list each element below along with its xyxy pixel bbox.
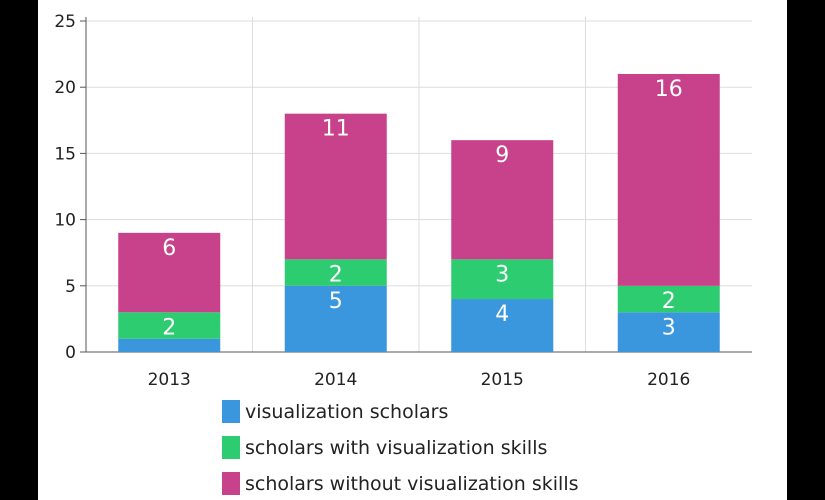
bar-segment (118, 338, 221, 352)
data-label: 2 (329, 262, 343, 287)
x-tick-label: 2014 (314, 370, 357, 390)
bar-segment (617, 312, 720, 352)
data-label: 11 (322, 117, 350, 142)
y-tick-label: 20 (54, 78, 76, 98)
data-label: 2 (162, 315, 176, 340)
legend: visualization scholars scholars with visu… (222, 400, 579, 495)
data-label: 2 (662, 289, 676, 314)
data-label: 3 (662, 315, 676, 340)
bar-segment (451, 299, 554, 352)
x-tick-label: 2016 (647, 370, 690, 390)
bars (118, 73, 720, 352)
y-tick-label: 5 (65, 277, 76, 297)
legend-label: visualization scholars (245, 401, 448, 423)
bar-segment (284, 259, 387, 286)
data-label: 5 (329, 289, 343, 314)
y-tick-label: 15 (54, 144, 76, 164)
legend-label: scholars with visualization skills (245, 437, 547, 459)
data-label: 16 (655, 77, 683, 102)
x-tick-label: 2013 (148, 370, 191, 390)
bar-segment (118, 232, 221, 313)
legend-label: scholars without visualization skills (245, 473, 579, 495)
legend-swatch (222, 436, 240, 459)
bar-segment (451, 259, 554, 300)
data-label: 4 (495, 302, 509, 327)
legend-swatch (222, 400, 240, 423)
bar-segment (617, 73, 720, 286)
data-label: 3 (495, 262, 509, 287)
data-label: 6 (162, 236, 176, 261)
bar-segment (617, 285, 720, 313)
legend-swatch (222, 472, 240, 495)
bar-segment (284, 113, 387, 260)
bar-segment (118, 312, 221, 339)
data-label: 9 (495, 143, 509, 168)
y-tick-label: 0 (65, 343, 76, 363)
y-tick-label: 25 (54, 12, 76, 32)
bar-segment (284, 285, 387, 352)
y-tick-label: 10 (54, 211, 76, 231)
bar-segment (451, 140, 554, 260)
x-tick-label: 2015 (481, 370, 524, 390)
chart-canvas: 0 5 10 15 20 25 2013 2014 2015 2016 2 6 5 2 11 4 3 9 3 2 16… (38, 0, 787, 500)
